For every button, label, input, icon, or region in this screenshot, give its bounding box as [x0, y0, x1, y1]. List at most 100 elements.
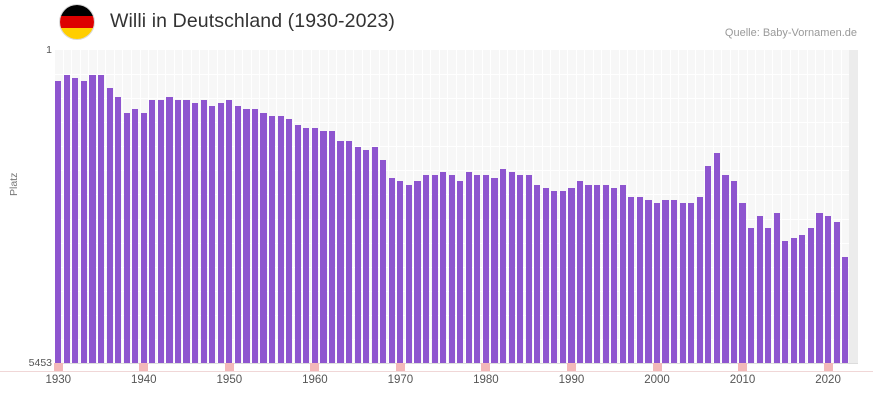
bar[interactable] — [457, 181, 464, 363]
bar[interactable] — [346, 140, 353, 363]
bar[interactable] — [388, 178, 395, 363]
bar[interactable] — [799, 234, 806, 363]
bar[interactable] — [140, 112, 147, 363]
bar[interactable] — [183, 100, 190, 363]
bar[interactable] — [636, 197, 643, 363]
bar[interactable] — [132, 109, 139, 363]
bar[interactable] — [209, 106, 216, 363]
bar[interactable] — [645, 200, 652, 363]
bar[interactable] — [311, 128, 318, 363]
bar[interactable] — [440, 172, 447, 363]
bar[interactable] — [174, 100, 182, 363]
x-tick-mark — [224, 363, 234, 371]
bar[interactable] — [277, 115, 284, 363]
bar[interactable] — [824, 215, 832, 363]
bar[interactable] — [499, 168, 507, 363]
bar[interactable] — [688, 203, 695, 363]
bar[interactable] — [474, 175, 481, 363]
bar[interactable] — [662, 200, 669, 363]
bar[interactable] — [534, 184, 541, 363]
bar[interactable] — [431, 175, 438, 363]
bar[interactable] — [363, 150, 370, 363]
bar[interactable] — [833, 222, 840, 363]
bar[interactable] — [739, 203, 746, 363]
bar[interactable] — [517, 175, 524, 363]
bar[interactable] — [89, 75, 96, 363]
source-label: Quelle: Baby-Vornamen.de — [724, 27, 857, 39]
bar[interactable] — [816, 212, 823, 363]
bar[interactable] — [320, 131, 327, 363]
bar[interactable] — [782, 240, 789, 363]
x-tick-label: 1960 — [302, 374, 328, 386]
bar[interactable] — [397, 181, 404, 363]
bar[interactable] — [380, 159, 387, 363]
bar[interactable] — [422, 175, 430, 363]
bar[interactable] — [559, 190, 566, 363]
bar[interactable] — [713, 153, 720, 363]
bar[interactable] — [679, 203, 686, 363]
bar[interactable] — [251, 109, 259, 363]
bar[interactable] — [525, 175, 532, 363]
bar[interactable] — [722, 175, 729, 363]
bar[interactable] — [226, 100, 233, 363]
bar[interactable] — [166, 96, 173, 363]
bar[interactable] — [328, 131, 336, 363]
bar[interactable] — [585, 184, 592, 363]
bar[interactable] — [303, 128, 310, 363]
bar[interactable] — [671, 200, 678, 363]
bar[interactable] — [97, 75, 105, 363]
bar[interactable] — [705, 165, 712, 363]
bar[interactable] — [602, 184, 609, 363]
bar[interactable] — [405, 184, 413, 363]
bar[interactable] — [807, 228, 815, 363]
bar[interactable] — [448, 175, 455, 363]
bar-series — [54, 50, 858, 363]
bar[interactable] — [611, 187, 618, 363]
bar[interactable] — [568, 187, 575, 363]
bar[interactable] — [551, 190, 558, 363]
bottom-rule — [0, 371, 873, 372]
bar[interactable] — [217, 103, 224, 363]
bar[interactable] — [594, 184, 601, 363]
bar[interactable] — [157, 100, 164, 363]
bar[interactable] — [294, 125, 301, 363]
bar[interactable] — [243, 109, 250, 363]
bar[interactable] — [508, 172, 515, 363]
bar[interactable] — [192, 103, 199, 363]
bar[interactable] — [790, 237, 797, 363]
bar[interactable] — [482, 175, 489, 363]
bar[interactable] — [576, 181, 584, 363]
bar[interactable] — [72, 78, 79, 363]
bar[interactable] — [842, 256, 849, 363]
bar[interactable] — [371, 147, 378, 363]
bar[interactable] — [491, 178, 498, 363]
bar[interactable] — [465, 172, 472, 363]
bar[interactable] — [696, 197, 703, 363]
bar[interactable] — [354, 147, 361, 363]
bar[interactable] — [286, 118, 293, 363]
bar[interactable] — [773, 212, 780, 363]
bar[interactable] — [653, 203, 661, 363]
bar[interactable] — [756, 215, 763, 363]
bar[interactable] — [63, 75, 70, 363]
bar[interactable] — [619, 184, 626, 363]
bar[interactable] — [149, 100, 156, 363]
bar[interactable] — [106, 87, 113, 363]
bar[interactable] — [414, 181, 421, 363]
bar[interactable] — [337, 140, 344, 363]
bar[interactable] — [55, 81, 62, 363]
bar[interactable] — [234, 106, 241, 363]
bar[interactable] — [748, 228, 755, 363]
bar[interactable] — [115, 96, 122, 363]
bar[interactable] — [269, 115, 276, 363]
bar[interactable] — [542, 187, 549, 363]
x-tick-mark — [481, 363, 491, 371]
bar[interactable] — [730, 181, 738, 363]
bar[interactable] — [628, 197, 635, 363]
bar[interactable] — [260, 112, 267, 363]
bar[interactable] — [80, 81, 87, 363]
bar[interactable] — [123, 112, 130, 363]
bar[interactable] — [200, 100, 207, 363]
bar[interactable] — [765, 228, 772, 363]
